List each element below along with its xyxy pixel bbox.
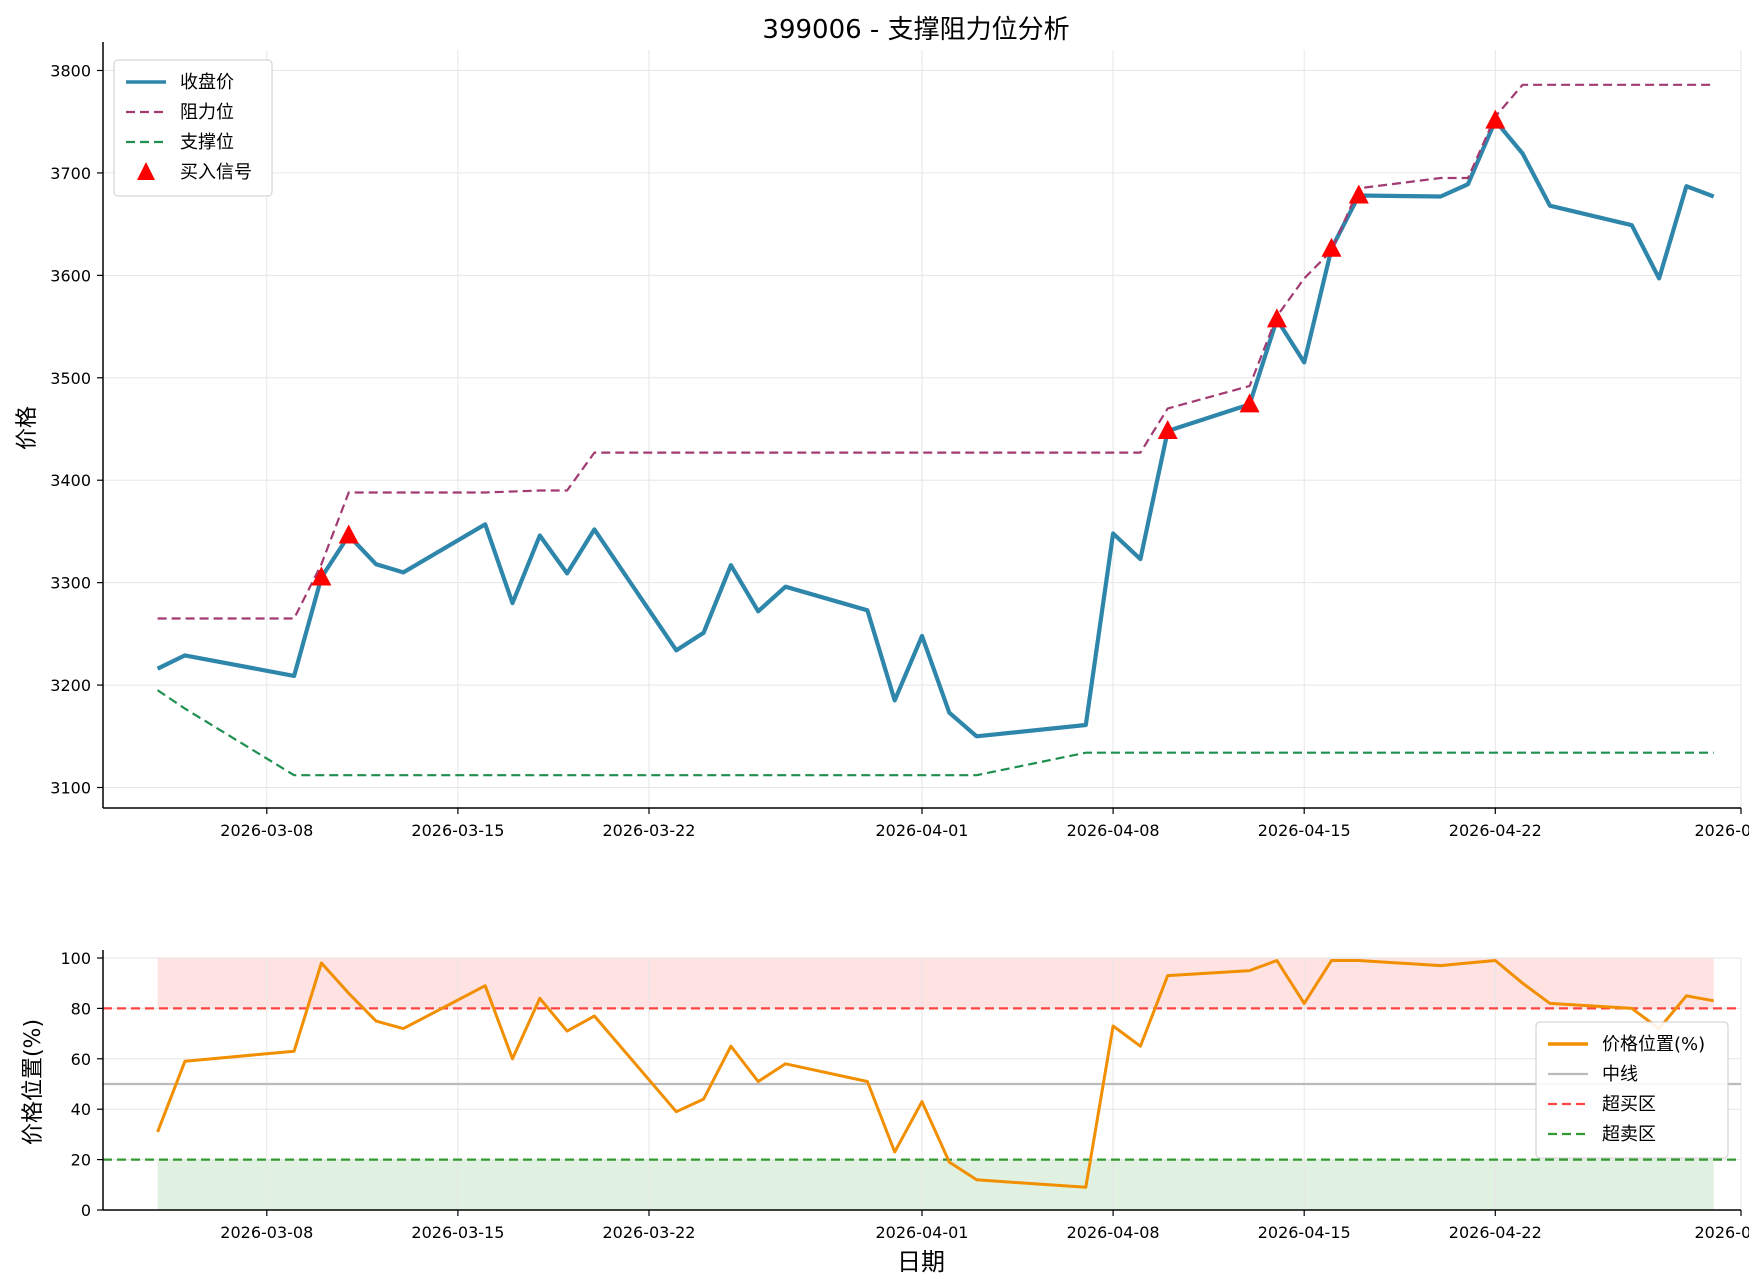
price-axis-label: 价格 <box>15 406 40 450</box>
x-tick-label: 2026-03-15 <box>411 1223 504 1242</box>
x-tick-label: 2026-03-22 <box>603 1223 696 1242</box>
series-line-0 <box>156 959 1714 1189</box>
position-axis-label: 价格位置(%) <box>21 1019 46 1145</box>
legend-label: 支撑位 <box>180 132 234 153</box>
x-tick-label: 2026-03-08 <box>220 1223 313 1242</box>
x-tick-label: 2026-03-15 <box>411 821 504 840</box>
legend-label: 超买区 <box>1602 1094 1656 1115</box>
legend-label: 价格位置(%) <box>1602 1034 1705 1055</box>
shaded-band-0 <box>157 958 1714 1009</box>
legend-label: 买入信号 <box>180 162 252 183</box>
shaded-band-1 <box>157 1159 1714 1210</box>
x-tick-label: 2026-04-01 <box>876 821 969 840</box>
buy-signal-marker <box>1321 237 1342 257</box>
x-tick-label: 2026-03-22 <box>603 821 696 840</box>
legend-label: 中线 <box>1602 1064 1638 1085</box>
buy-signal-marker <box>1239 393 1260 413</box>
x-tick-label: 2026-04-08 <box>1067 1223 1160 1242</box>
y-tick-label: 60 <box>71 1050 91 1069</box>
series-line-2 <box>156 689 1714 777</box>
y-tick-label: 3100 <box>50 779 91 798</box>
y-tick-label: 80 <box>71 999 91 1018</box>
legend-frame <box>1535 1021 1729 1159</box>
y-tick-label: 3300 <box>50 574 91 593</box>
series-line-1 <box>157 83 1714 620</box>
x-tick-label: 2026-04-22 <box>1449 821 1542 840</box>
x-tick-label: 2026-04-08 <box>1067 821 1160 840</box>
legend-label: 超卖区 <box>1602 1124 1656 1145</box>
date-axis-label: 日期 <box>897 1248 945 1276</box>
legend-label: 收盘价 <box>180 72 234 93</box>
buy-signal-marker <box>1157 420 1178 440</box>
y-tick-label: 100 <box>60 949 91 968</box>
y-tick-label: 40 <box>71 1100 91 1119</box>
x-tick-label: 2026-04-15 <box>1258 821 1351 840</box>
legend-frame <box>113 59 273 197</box>
x-tick-label: 2026-04-15 <box>1258 1223 1351 1242</box>
chart-title: 399006 - 支撑阻力位分析 <box>762 15 1069 45</box>
x-tick-label: 2026-04-01 <box>876 1223 969 1242</box>
y-tick-label: 0 <box>81 1201 91 1220</box>
x-tick-label: 2026-03-08 <box>220 821 313 840</box>
series-line-0 <box>156 118 1715 739</box>
x-tick-label: 2026-05-01 <box>1695 1223 1749 1242</box>
y-tick-label: 3200 <box>50 676 91 695</box>
y-tick-label: 3600 <box>50 266 91 285</box>
legend-label: 阻力位 <box>180 102 234 123</box>
buy-signal-marker <box>1266 308 1287 328</box>
y-tick-label: 3800 <box>50 61 91 80</box>
y-tick-label: 3500 <box>50 369 91 388</box>
price-panel: 3100 3200 3300 3400 3500 3600 3700 3800 2026-03-… <box>50 42 1749 840</box>
buy-signal-marker <box>1348 184 1369 204</box>
x-tick-label: 2026-04-22 <box>1449 1223 1542 1242</box>
buy-signal-marker <box>311 566 332 586</box>
y-tick-label: 3700 <box>50 164 91 183</box>
y-tick-label: 3400 <box>50 471 91 490</box>
x-tick-label: 2026-05-01 <box>1695 821 1749 840</box>
y-tick-label: 20 <box>71 1151 91 1170</box>
buy-signal-marker <box>338 524 359 544</box>
position-panel: 0 20 40 60 80 100 2026-03-08 2026-03-15 2026-03-… <box>60 949 1749 1242</box>
legend-swatch <box>137 162 155 180</box>
buy-signal-marker <box>1485 109 1506 129</box>
